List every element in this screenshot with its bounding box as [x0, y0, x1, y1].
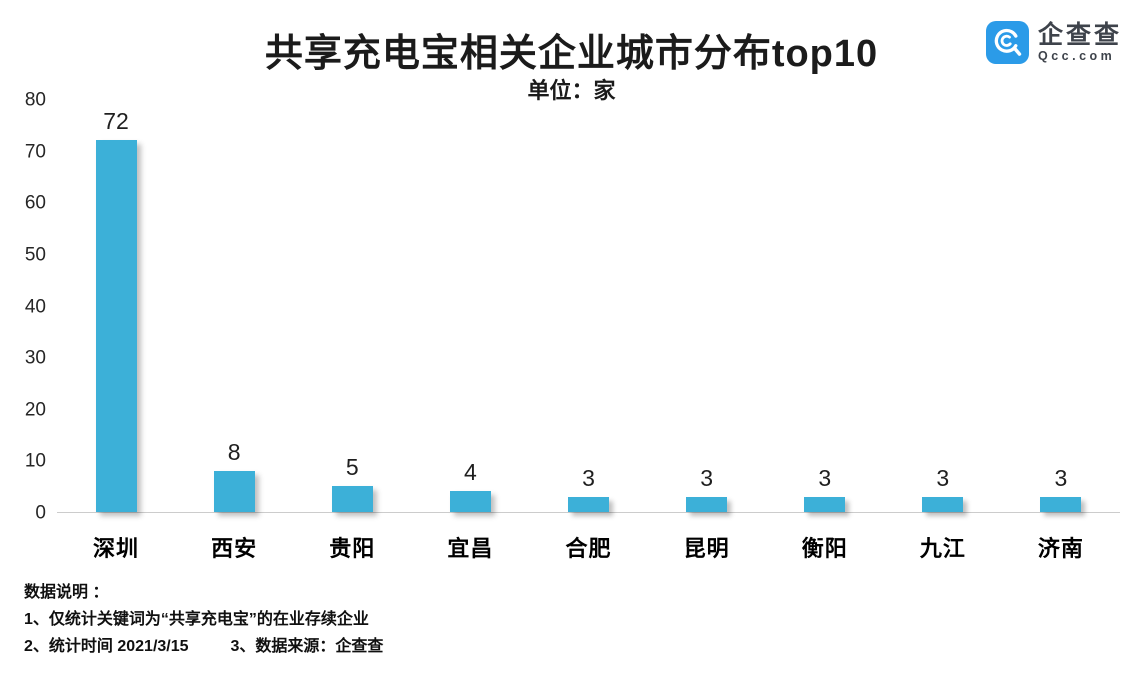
footnote-data-source: 3、数据来源：企查查	[230, 638, 384, 655]
footnote-spacer	[189, 633, 231, 660]
y-axis-tick-label: 10	[24, 450, 46, 472]
bar-value-label: 3	[582, 464, 595, 491]
y-axis-tick-label: 80	[24, 89, 46, 111]
y-axis-tick-label: 0	[35, 502, 46, 524]
bars-row: 72 8 5 4 3 3 3 3 3	[57, 100, 1120, 512]
bar	[331, 486, 373, 512]
bar-column: 3	[648, 464, 766, 512]
y-axis-tick-label: 30	[24, 347, 46, 369]
bar	[686, 496, 728, 512]
logo-text: 企查查 Qcc.com	[1038, 22, 1122, 64]
bar	[449, 491, 491, 512]
bar-column: 3	[884, 464, 1002, 512]
x-axis-label: 深圳	[93, 536, 140, 561]
x-axis-label: 济南	[1037, 536, 1084, 561]
y-axis-tick-label: 20	[24, 399, 46, 421]
bar-column: 5	[293, 456, 411, 512]
y-axis-tick-label: 60	[24, 192, 46, 214]
bar	[213, 470, 255, 512]
bar-column: 3	[766, 464, 884, 512]
unit-label: 单位：家	[527, 78, 616, 103]
bar-value-label: 4	[463, 459, 477, 486]
y-axis-tick-label: 70	[24, 141, 46, 163]
bar-value-label: 72	[103, 108, 129, 135]
logo-name-en: Qcc.com	[1037, 48, 1116, 63]
footnote-heading: 数据说明 ：	[24, 584, 109, 601]
bar-column: 4	[411, 461, 529, 512]
bar	[1040, 496, 1082, 512]
bar-value-label: 3	[700, 464, 713, 491]
bar-value-label: 3	[936, 464, 950, 491]
qcc-logo: 企查查 Qcc.com	[985, 21, 1122, 64]
bar	[922, 496, 964, 512]
x-axis-label: 昆明	[683, 536, 730, 561]
qcc-magnifier-icon	[985, 21, 1029, 64]
page-title: 共享充电宝相关企业城市分布top10	[264, 33, 879, 75]
bar-column: 8	[175, 438, 293, 512]
bar	[567, 496, 609, 512]
bar-column: 3	[529, 464, 647, 512]
bar-value-label: 5	[345, 454, 359, 481]
x-axis-label: 合肥	[565, 536, 612, 561]
bar-column: 72	[57, 110, 175, 512]
x-axis-label: 宜昌	[447, 536, 494, 561]
plot-area: 72 8 5 4 3 3 3 3 3	[57, 100, 1120, 513]
y-axis-tick-label: 40	[24, 296, 46, 317]
logo-name-cn: 企查查	[1037, 20, 1122, 49]
footnote-line1: 1、仅统计关键词为“共享充电宝”的在业存续企业	[24, 611, 369, 628]
x-axis-label: 九江	[919, 536, 966, 561]
bar-value-label: 8	[227, 438, 241, 465]
x-axis-label: 衡阳	[801, 536, 848, 561]
footnotes: 数据说明 ： 1、仅统计关键词为“共享充电宝”的在业存续企业 2、统计时间 20…	[24, 579, 383, 660]
bar-value-label: 3	[818, 464, 832, 491]
x-axis-label: 贵阳	[329, 536, 376, 561]
bar-column: 3	[1002, 464, 1120, 512]
y-axis: 0 10 20 30 40 50 60 70 80	[0, 91, 46, 523]
y-axis-tick-label: 50	[24, 244, 46, 266]
bar	[804, 496, 846, 512]
footnote-line2: 2、统计时间 2021/3/15 3、数据来源：企查查	[24, 633, 383, 660]
bar	[95, 140, 137, 512]
x-axis-label: 西安	[211, 536, 258, 561]
footnote-stat-time: 2、统计时间 2021/3/15	[24, 638, 189, 655]
x-axis: 深圳 西安 贵阳 宜昌 合肥 昆明 衡阳 九江 济南	[57, 531, 1120, 563]
bar-value-label: 3	[1054, 464, 1068, 491]
